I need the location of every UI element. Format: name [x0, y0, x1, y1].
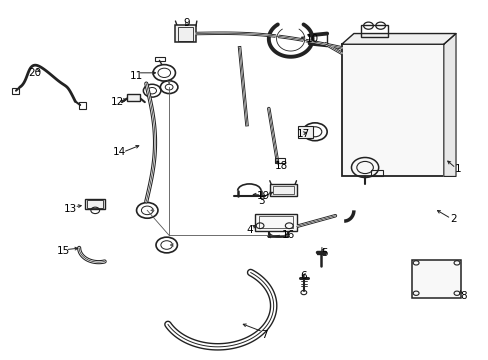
- Bar: [85, 199, 105, 209]
- Bar: [341, 44, 443, 176]
- Bar: [297, 126, 312, 138]
- Text: 12: 12: [110, 97, 123, 107]
- Text: 11: 11: [130, 71, 143, 81]
- Text: 2: 2: [449, 214, 456, 224]
- Bar: [255, 213, 296, 231]
- Text: 7: 7: [260, 330, 267, 341]
- Text: 3: 3: [258, 197, 264, 206]
- Text: 14: 14: [112, 147, 125, 157]
- Bar: [361, 24, 387, 37]
- Bar: [126, 94, 140, 102]
- Bar: [269, 184, 296, 196]
- Bar: [411, 260, 460, 298]
- Text: 8: 8: [459, 291, 466, 301]
- Text: 19: 19: [256, 191, 269, 201]
- Text: 4: 4: [245, 225, 252, 235]
- Text: 5: 5: [321, 248, 327, 258]
- Bar: [79, 102, 86, 109]
- Bar: [274, 158, 285, 163]
- Text: 16: 16: [281, 230, 294, 240]
- Polygon shape: [341, 33, 455, 44]
- Text: 10: 10: [305, 34, 319, 44]
- Text: 13: 13: [63, 203, 77, 213]
- Text: 17: 17: [297, 129, 310, 139]
- Bar: [87, 200, 103, 208]
- Text: 18: 18: [274, 161, 287, 171]
- Text: 9: 9: [183, 18, 190, 28]
- Text: 15: 15: [57, 247, 70, 256]
- Text: 20: 20: [28, 68, 41, 78]
- Bar: [154, 57, 165, 61]
- Polygon shape: [443, 33, 455, 176]
- Bar: [12, 88, 19, 94]
- Bar: [370, 170, 382, 176]
- Text: 6: 6: [300, 271, 306, 282]
- Bar: [178, 27, 193, 41]
- Bar: [272, 186, 293, 194]
- Bar: [175, 25, 196, 42]
- Text: 1: 1: [454, 164, 461, 174]
- Bar: [259, 216, 292, 228]
